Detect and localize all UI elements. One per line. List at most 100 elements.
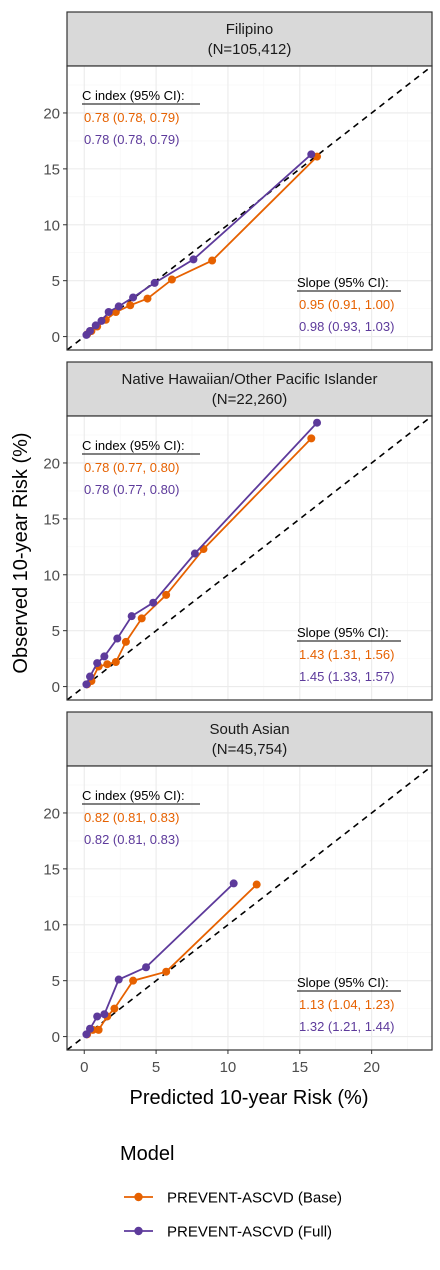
data-point-base (103, 660, 112, 669)
x-tick-label: 5 (152, 1059, 160, 1076)
data-point-base (121, 637, 130, 646)
data-point-full (100, 1010, 109, 1019)
y-tick-label: 10 (43, 217, 60, 234)
y-axis-title: Observed 10-year Risk (%) (10, 432, 32, 673)
slope-value-full: 0.98 (0.93, 1.03) (299, 319, 394, 334)
facet-panel-1: Filipino (N=105,412) 0 5 10 15 20 C index (95% … (43, 11, 433, 351)
data-point-full (114, 975, 123, 984)
slope-value-base: 0.95 (0.91, 1.00) (299, 297, 394, 312)
legend: Model PREVENT-ASCVD (Base) PREVENT-ASCVD … (120, 1143, 342, 1241)
panel-border (66, 65, 433, 351)
legend-key-marker-full (134, 1226, 143, 1236)
c-index-heading: C index (95% CI): (82, 788, 185, 803)
facet-strip (66, 11, 433, 67)
y-tick-label: 10 (43, 917, 60, 934)
series-line-base (86, 437, 312, 686)
y-tick-label: 20 (43, 105, 60, 122)
x-axis: 0 5 10 15 20 (80, 1050, 380, 1076)
y-tick-label: 0 (52, 1029, 60, 1046)
x-tick-label: 0 (80, 1059, 88, 1076)
data-point-full (149, 598, 158, 607)
slope-value-base: 1.13 (1.04, 1.23) (299, 997, 394, 1012)
data-point-base (126, 301, 135, 310)
data-point-base (162, 590, 171, 599)
data-point-base (137, 614, 146, 623)
c-index-value-base: 0.82 (0.81, 0.83) (84, 810, 179, 825)
x-tick-label: 15 (291, 1059, 308, 1076)
slope-value-full: 1.45 (1.33, 1.57) (299, 669, 394, 684)
x-axis-title: Predicted 10-year Risk (%) (130, 1087, 369, 1109)
data-point-full (85, 1024, 94, 1033)
y-tick-label: 15 (43, 161, 60, 178)
data-point-base (167, 275, 176, 284)
data-point-full (229, 879, 238, 888)
data-point-base (129, 976, 138, 985)
identity-reference-line (66, 415, 433, 701)
data-point-full (142, 963, 151, 972)
data-point-base (162, 967, 171, 976)
y-tick-label: 15 (43, 511, 60, 528)
legend-key-marker-base (134, 1192, 143, 1202)
panel-border (66, 415, 433, 701)
c-index-value-base: 0.78 (0.78, 0.79) (84, 110, 179, 125)
data-point-full (97, 316, 106, 325)
slope-heading: Slope (95% CI): (297, 275, 389, 290)
y-tick-label: 15 (43, 861, 60, 878)
c-index-heading: C index (95% CI): (82, 438, 185, 453)
slope-heading: Slope (95% CI): (297, 625, 389, 640)
data-point-full (313, 418, 322, 427)
y-tick-label: 10 (43, 567, 60, 584)
data-point-full (85, 326, 94, 335)
data-point-full (150, 278, 159, 287)
x-tick-label: 20 (363, 1059, 380, 1076)
facet-n-label: (N=22,260) (212, 391, 287, 408)
identity-reference-line (66, 765, 433, 1051)
data-point-full (307, 150, 316, 159)
facet-strip (66, 361, 433, 417)
data-point-base (252, 880, 261, 889)
data-point-base (208, 256, 217, 265)
c-index-value-full: 0.78 (0.77, 0.80) (84, 482, 179, 497)
facet-panel-2: Native Hawaiian/Other Pacific Islander (N… (43, 361, 433, 701)
facet-n-label: (N=105,412) (208, 41, 292, 58)
facet-panel-3: South Asian (N=45,754) 0 5 10 15 20 C index (95… (43, 711, 433, 1051)
c-index-value-full: 0.82 (0.81, 0.83) (84, 832, 179, 847)
c-index-heading: C index (95% CI): (82, 88, 185, 103)
y-tick-label: 20 (43, 805, 60, 822)
data-point-full (100, 652, 109, 661)
facet-title: Native Hawaiian/Other Pacific Islander (122, 371, 378, 388)
slope-value-full: 1.32 (1.21, 1.44) (299, 1019, 394, 1034)
c-index-value-full: 0.78 (0.78, 0.79) (84, 132, 179, 147)
data-point-base (143, 294, 152, 303)
slope-value-base: 1.43 (1.31, 1.56) (299, 647, 394, 662)
y-tick-label: 5 (52, 973, 60, 990)
y-tick-label: 5 (52, 273, 60, 290)
data-point-full (114, 302, 123, 311)
data-point-base (307, 434, 316, 443)
data-point-base (111, 657, 120, 666)
data-point-full (104, 307, 113, 316)
c-index-value-base: 0.78 (0.77, 0.80) (84, 460, 179, 475)
slope-heading: Slope (95% CI): (297, 975, 389, 990)
data-point-full (190, 549, 199, 558)
data-point-full (113, 634, 122, 643)
data-point-full (93, 1012, 102, 1021)
data-point-full (91, 321, 100, 330)
y-tick-label: 0 (52, 679, 60, 696)
legend-label-full: PREVENT-ASCVD (Full) (167, 1224, 332, 1241)
facet-title: South Asian (209, 721, 289, 738)
data-point-full (85, 672, 94, 681)
facet-title: Filipino (226, 21, 274, 38)
data-point-full (189, 255, 198, 264)
data-point-base (110, 1004, 119, 1013)
y-tick-label: 20 (43, 455, 60, 472)
y-tick-label: 0 (52, 329, 60, 346)
legend-label-base: PREVENT-ASCVD (Base) (167, 1190, 342, 1207)
legend-title: Model (120, 1143, 174, 1165)
facet-n-label: (N=45,754) (212, 741, 287, 758)
data-point-full (129, 293, 138, 302)
data-point-full (93, 659, 102, 668)
x-tick-label: 10 (220, 1059, 237, 1076)
data-point-full (82, 680, 91, 689)
